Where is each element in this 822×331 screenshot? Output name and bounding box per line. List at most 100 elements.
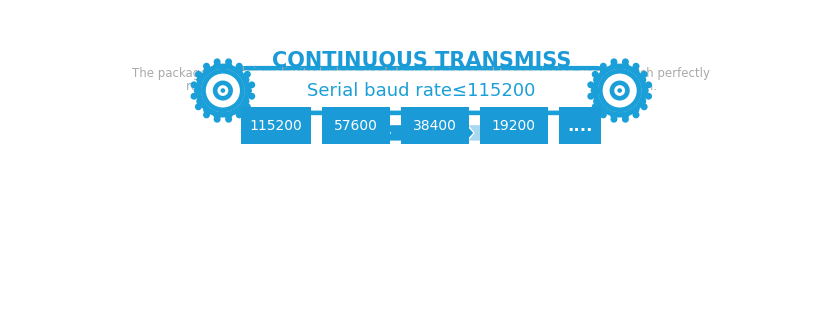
Circle shape — [640, 71, 648, 78]
Circle shape — [243, 86, 252, 95]
Circle shape — [241, 97, 250, 106]
Circle shape — [640, 86, 649, 95]
Circle shape — [236, 112, 242, 118]
FancyBboxPatch shape — [223, 66, 620, 115]
Circle shape — [600, 112, 607, 118]
Circle shape — [621, 62, 630, 71]
FancyBboxPatch shape — [401, 108, 469, 144]
Circle shape — [195, 103, 202, 110]
Circle shape — [603, 73, 637, 108]
FancyBboxPatch shape — [559, 108, 602, 144]
Circle shape — [617, 88, 622, 93]
Circle shape — [638, 97, 646, 106]
Circle shape — [630, 106, 640, 114]
Circle shape — [638, 75, 646, 84]
Circle shape — [203, 106, 212, 114]
FancyBboxPatch shape — [228, 71, 615, 111]
Circle shape — [220, 88, 225, 93]
Circle shape — [600, 63, 607, 70]
Circle shape — [598, 69, 641, 112]
Circle shape — [206, 73, 240, 108]
FancyBboxPatch shape — [480, 108, 548, 144]
Polygon shape — [427, 125, 452, 141]
Circle shape — [592, 103, 598, 110]
Text: The package length is unlimited when module works in serial transmission mode, w: The package length is unlimited when mod… — [132, 68, 710, 80]
Polygon shape — [489, 125, 515, 141]
Circle shape — [610, 110, 618, 119]
Circle shape — [213, 62, 222, 71]
Polygon shape — [448, 125, 473, 141]
Circle shape — [614, 85, 625, 96]
Text: Serial baud rate≤115200: Serial baud rate≤115200 — [307, 81, 535, 100]
Polygon shape — [322, 125, 348, 141]
Polygon shape — [406, 125, 432, 141]
Circle shape — [203, 67, 212, 75]
Circle shape — [196, 97, 205, 106]
Circle shape — [244, 71, 251, 78]
Circle shape — [207, 75, 238, 106]
Circle shape — [630, 67, 640, 75]
Circle shape — [203, 112, 210, 118]
Circle shape — [248, 81, 256, 88]
Circle shape — [610, 62, 618, 71]
Circle shape — [633, 63, 640, 70]
Text: 38400: 38400 — [413, 119, 457, 133]
Circle shape — [201, 69, 245, 112]
Circle shape — [593, 64, 647, 118]
Circle shape — [241, 75, 250, 84]
Circle shape — [244, 103, 251, 110]
Circle shape — [248, 93, 256, 100]
Circle shape — [592, 71, 598, 78]
Polygon shape — [343, 125, 368, 141]
Circle shape — [593, 75, 602, 84]
Circle shape — [598, 69, 641, 112]
Circle shape — [645, 93, 652, 100]
Text: ....: .... — [567, 117, 593, 135]
Circle shape — [587, 93, 594, 100]
Circle shape — [196, 75, 205, 84]
Circle shape — [201, 69, 245, 112]
Circle shape — [195, 71, 202, 78]
Circle shape — [225, 116, 232, 123]
Circle shape — [234, 67, 242, 75]
Circle shape — [218, 85, 229, 96]
Circle shape — [621, 110, 630, 119]
Circle shape — [191, 81, 197, 88]
Circle shape — [640, 103, 648, 110]
Circle shape — [196, 64, 250, 118]
Circle shape — [604, 75, 635, 106]
Circle shape — [236, 63, 242, 70]
Circle shape — [595, 66, 644, 115]
Circle shape — [610, 80, 630, 101]
Circle shape — [611, 116, 617, 123]
Circle shape — [604, 75, 635, 106]
FancyBboxPatch shape — [241, 108, 311, 144]
Circle shape — [622, 116, 629, 123]
Circle shape — [214, 116, 220, 123]
Circle shape — [191, 93, 197, 100]
Circle shape — [224, 62, 233, 71]
Circle shape — [225, 58, 232, 65]
FancyBboxPatch shape — [321, 108, 390, 144]
Circle shape — [645, 81, 652, 88]
Circle shape — [593, 97, 602, 106]
Circle shape — [600, 67, 608, 75]
Text: CONTINUOUS TRANSMISS: CONTINUOUS TRANSMISS — [271, 51, 571, 71]
Circle shape — [587, 81, 594, 88]
Circle shape — [213, 80, 233, 101]
Polygon shape — [385, 125, 410, 141]
Circle shape — [598, 69, 641, 112]
Circle shape — [213, 110, 222, 119]
Circle shape — [622, 58, 629, 65]
Circle shape — [201, 69, 245, 112]
Text: 115200: 115200 — [250, 119, 302, 133]
Circle shape — [198, 66, 247, 115]
Circle shape — [234, 106, 242, 114]
Circle shape — [600, 106, 608, 114]
Circle shape — [633, 112, 640, 118]
Text: realizes continuous transmission for baud rate 115200/38400/19200 and so on.: realizes continuous transmission for bau… — [186, 80, 657, 93]
Circle shape — [194, 86, 202, 95]
Circle shape — [224, 110, 233, 119]
Text: 19200: 19200 — [492, 119, 536, 133]
Polygon shape — [469, 125, 494, 141]
